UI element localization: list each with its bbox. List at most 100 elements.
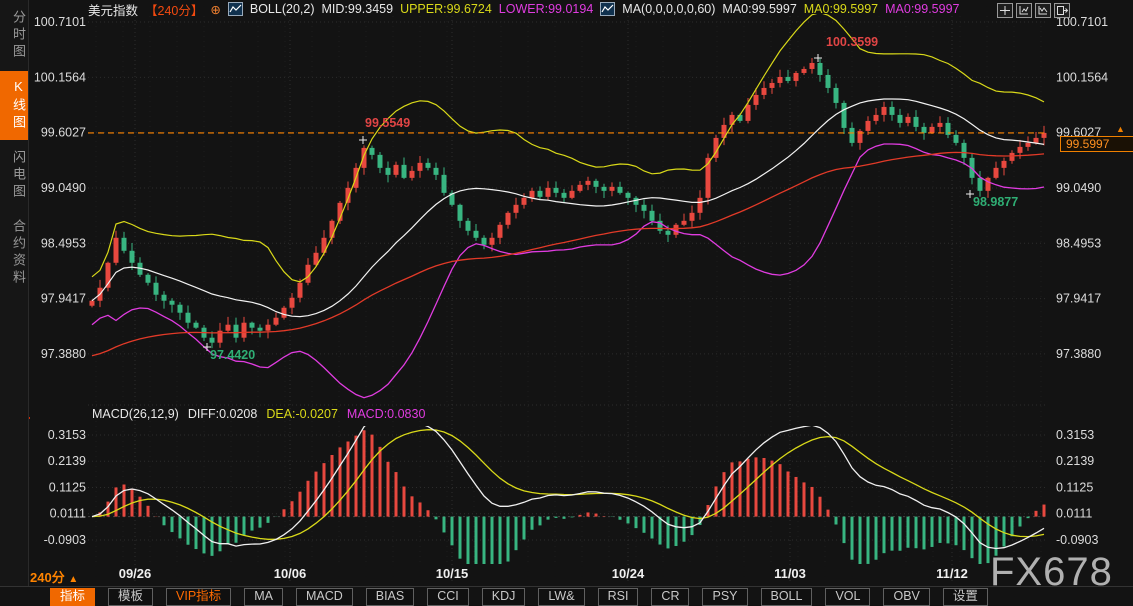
boll-label: BOLL(20,2) <box>249 2 315 16</box>
candle-body <box>609 186 615 191</box>
candle-body <box>737 114 743 121</box>
toolbar-vol-tab[interactable]: VOL <box>825 588 871 606</box>
toolbar-bias-tab[interactable]: BIAS <box>365 588 415 606</box>
candle-body <box>977 177 983 191</box>
candle-body <box>849 127 855 143</box>
period-label[interactable]: 【240分】 <box>145 3 204 18</box>
candle-body <box>393 164 399 175</box>
toolbar-obv-tab[interactable]: OBV <box>883 588 930 606</box>
period-selector[interactable]: 240分 ▲ <box>30 567 78 586</box>
candle-body <box>321 237 327 253</box>
candle-body <box>313 252 319 265</box>
toolbar-cci-tab[interactable]: CCI <box>427 588 469 606</box>
candle-body <box>865 120 871 131</box>
macd-axis-label-left: -0.0903 <box>44 533 86 547</box>
candle-body <box>561 192 567 198</box>
candle-body <box>713 137 719 158</box>
candle-body <box>985 177 991 191</box>
scale-right-icon[interactable] <box>1035 3 1051 18</box>
toolbar-boll-tab[interactable]: BOLL <box>760 588 813 606</box>
detach-window-icon[interactable] <box>1054 3 1070 18</box>
price-axis-label-right: 100.7101 <box>1056 15 1108 29</box>
boll-chart-icon[interactable] <box>227 2 243 16</box>
candle-body <box>913 116 919 127</box>
candle-body <box>601 186 607 191</box>
candle-body <box>641 204 647 211</box>
sidebar-item-timeshare-tab[interactable]: 分时图 <box>11 10 26 61</box>
candle-body <box>961 142 967 158</box>
candle-body <box>745 104 751 121</box>
sidebar-item-lightning-tab[interactable]: 闪电图 <box>11 150 26 201</box>
boll-mid-value: MID:99.3459 <box>321 2 394 16</box>
toolbar-vip-indicator-tab[interactable]: VIP指标 <box>166 588 232 606</box>
macd-diff-value: DIFF:0.0208 <box>187 407 258 421</box>
candle-body <box>1041 132 1047 138</box>
candle-body <box>185 312 191 323</box>
watermark: FX678 <box>990 550 1113 594</box>
price-axis-label-left: 100.1564 <box>34 70 86 84</box>
candle-body <box>681 220 687 225</box>
toolbar-psy-tab[interactable]: PSY <box>702 588 748 606</box>
candle-body <box>1025 142 1031 147</box>
candle-body <box>145 274 151 283</box>
toolbar-macd-tab[interactable]: MACD <box>295 588 353 606</box>
candle-body <box>449 192 455 205</box>
candle-body <box>329 220 335 238</box>
candle-body <box>417 162 423 171</box>
toolbar-ma-tab[interactable]: MA <box>244 588 283 606</box>
candle-body <box>265 324 271 331</box>
toolbar-kdj-tab[interactable]: KDJ <box>481 588 526 606</box>
sidebar-item-kline-tab[interactable]: K线图 <box>0 71 28 140</box>
candle-body <box>105 262 111 288</box>
macd-axis-label-left: 0.1125 <box>49 480 86 494</box>
period-arrow-icon: ▲ <box>68 574 79 585</box>
crosshair-icon[interactable] <box>997 3 1013 18</box>
candle-body <box>801 68 807 73</box>
toolbar-rsi-tab[interactable]: RSI <box>597 588 639 606</box>
candle-body <box>225 324 231 331</box>
candle-body <box>593 180 599 187</box>
candle-body <box>345 187 351 203</box>
candle-body <box>377 154 383 168</box>
macd-dea-line <box>91 429 1045 540</box>
period-text: 240分 <box>30 570 65 585</box>
toolbar-lw-tab[interactable]: LW& <box>538 588 585 606</box>
candle-body <box>673 224 679 235</box>
candle-body <box>473 230 479 238</box>
price-axis-label-right: 97.3880 <box>1056 347 1101 361</box>
candle-body <box>1017 146 1023 153</box>
candle-body <box>153 282 159 295</box>
candle-body <box>649 210 655 221</box>
candle-body <box>577 184 583 191</box>
macd-diff-line <box>91 426 1045 550</box>
candle-body <box>433 167 439 175</box>
candle-body <box>945 122 951 135</box>
price-axis-label-left: 99.6027 <box>41 126 86 140</box>
macd-dea-value: DEA:-0.0207 <box>266 407 338 421</box>
candle-body <box>777 76 783 83</box>
sidebar-item-contract-info-tab[interactable]: 合约资料 <box>11 219 26 287</box>
price-marker-icon: ▲ <box>1116 124 1125 134</box>
macd-header: MACD(26,12,9) DIFF:0.0208 DEA:-0.0207 MA… <box>92 407 425 421</box>
scale-left-icon[interactable] <box>1016 3 1032 18</box>
toolbar-settings-tab[interactable]: 设置 <box>942 588 988 606</box>
price-annotation: 98.9877 <box>973 195 1018 209</box>
candle-body <box>129 250 135 263</box>
price-annotation: 100.3599 <box>826 35 878 49</box>
candle-body <box>545 187 551 197</box>
toolbar-cr-tab[interactable]: CR <box>651 588 690 606</box>
ma-chart-icon[interactable] <box>600 2 616 16</box>
candle-body <box>217 330 223 343</box>
date-axis-label: 11/12 <box>936 566 968 581</box>
toolbar-template-tab[interactable]: 模板 <box>108 588 154 606</box>
macd-pane <box>88 426 1048 564</box>
price-axis-label-right: 98.4953 <box>1056 236 1101 250</box>
ma0-yellow-value: MA0:99.5997 <box>803 2 879 16</box>
add-circle-icon[interactable]: ⊕ <box>210 2 221 17</box>
toolbar-indicator-tab[interactable]: 指标 <box>50 588 96 606</box>
candle-body <box>1001 160 1007 168</box>
candle-body <box>697 197 703 213</box>
candle-body <box>665 230 671 235</box>
price-axis-label-left: 97.3880 <box>41 347 86 361</box>
